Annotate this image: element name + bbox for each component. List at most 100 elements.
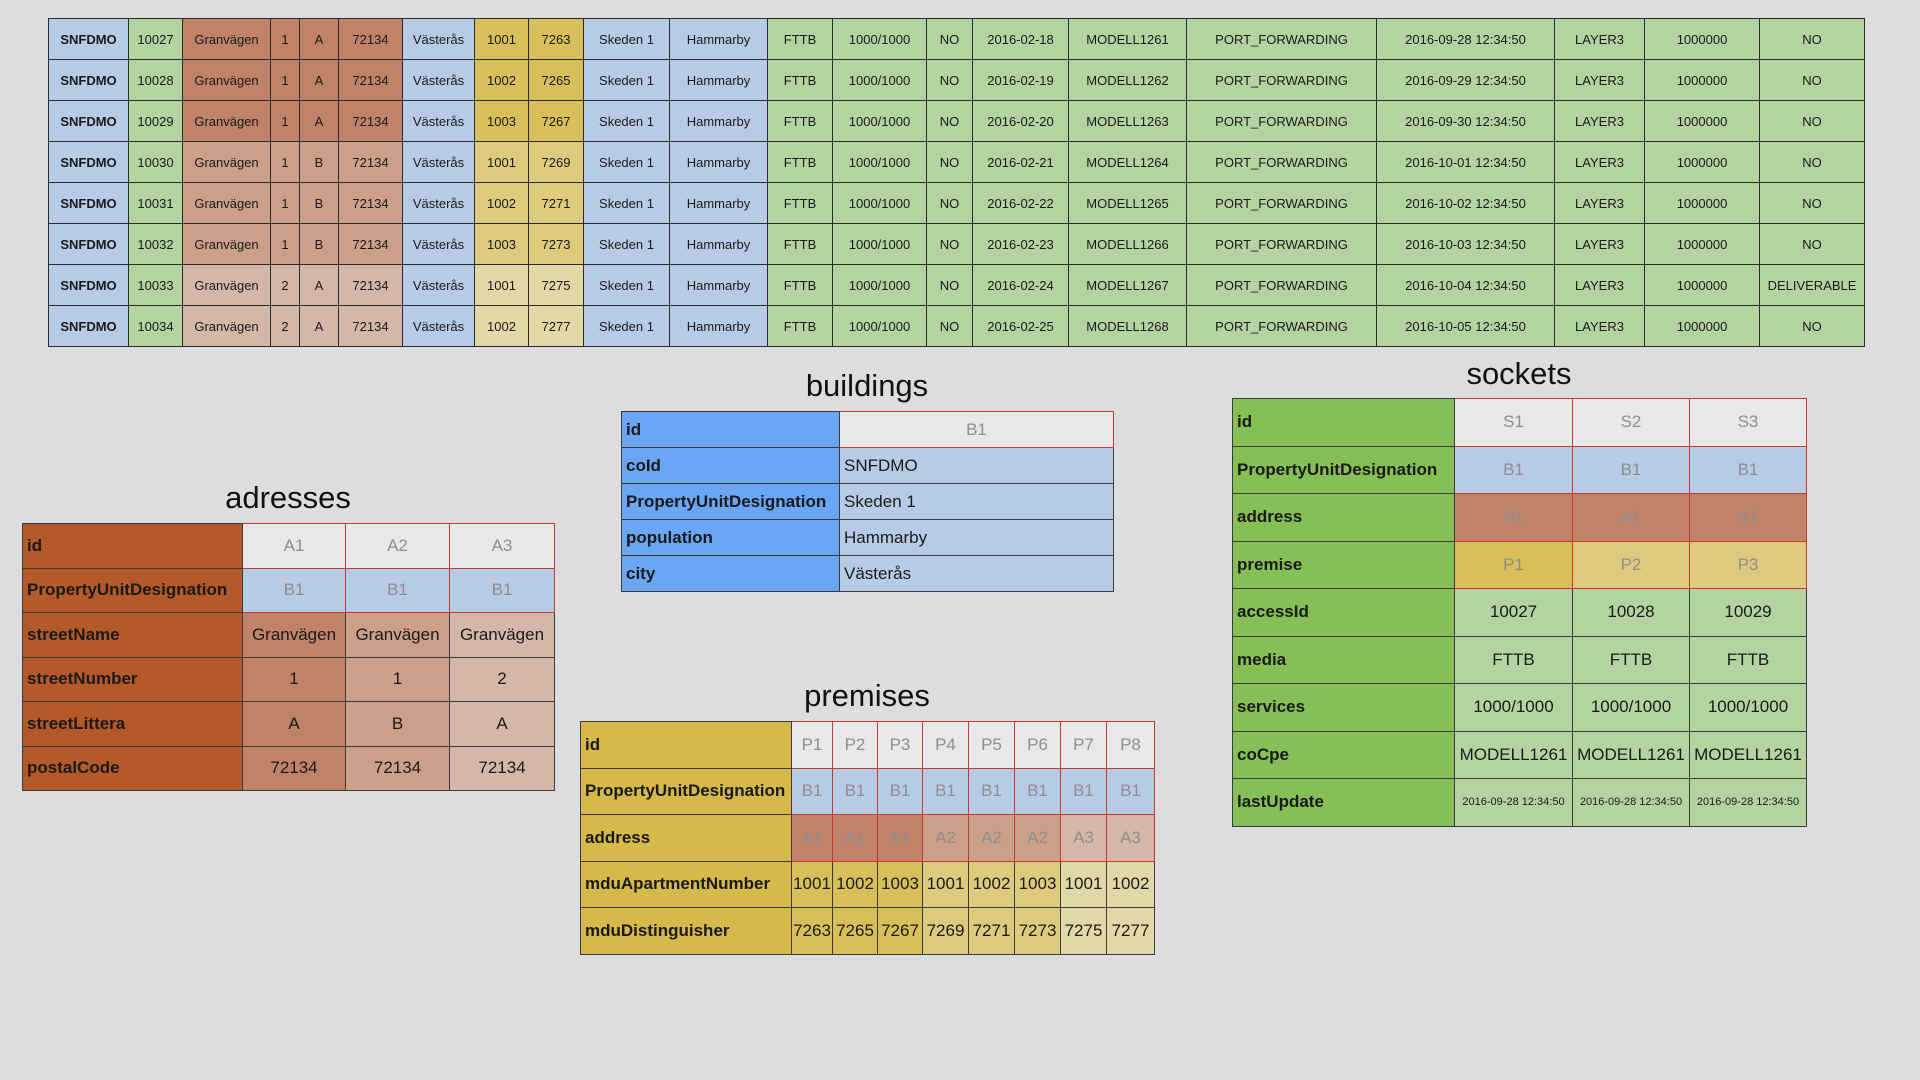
flat-table-cell: Skeden 1 xyxy=(583,182,670,224)
flat-table-cell: Skeden 1 xyxy=(583,305,670,347)
flat-table-cell: LAYER3 xyxy=(1554,182,1645,224)
flat-table-cell: 2016-10-03 12:34:50 xyxy=(1376,223,1555,265)
buildings-field-label: id xyxy=(621,411,840,448)
flat-table-cell: NO xyxy=(1759,141,1865,183)
flat-table-cell: NO xyxy=(926,59,973,101)
flat-table-cell: PORT_FORWARDING xyxy=(1186,305,1377,347)
flat-table-cell: MODELL1264 xyxy=(1068,141,1187,183)
sockets-field-label: PropertyUnitDesignation xyxy=(1232,445,1455,494)
sockets-value-cell: 1000/1000 xyxy=(1454,683,1573,732)
premises-value-cell: B1 xyxy=(1014,767,1061,815)
flat-table-cell: MODELL1267 xyxy=(1068,264,1187,306)
flat-table-cell: Granvägen xyxy=(182,59,271,101)
buildings-value-cell: B1 xyxy=(839,411,1114,448)
adresses-value-cell: Granvägen xyxy=(242,612,346,658)
flat-table-cell: FTTB xyxy=(767,18,833,60)
flat-table-cell: 72134 xyxy=(338,100,403,142)
flat-table-cell: 1002 xyxy=(474,182,529,224)
flat-table-cell: Granvägen xyxy=(182,264,271,306)
sockets-field-label: accessId xyxy=(1232,588,1455,637)
adresses-value-cell: 2 xyxy=(449,656,555,702)
flat-table-cell: 72134 xyxy=(338,264,403,306)
premises-value-cell: A2 xyxy=(968,814,1015,862)
premises-value-cell: 7275 xyxy=(1060,907,1107,955)
flat-table-cell: NO xyxy=(1759,18,1865,60)
flat-table-cell: 1000/1000 xyxy=(832,141,927,183)
adresses-value-cell: B1 xyxy=(242,567,346,613)
adresses-row: postalCode 72134 72134 72134 xyxy=(22,745,555,791)
flat-table-cell: 1000/1000 xyxy=(832,223,927,265)
sockets-row: lastUpdate 2016-09-28 12:34:50 2016-09-28 … xyxy=(1232,778,1807,827)
flat-table-cell: FTTB xyxy=(767,100,833,142)
premises-row: mduApartmentNumber 1001 1002 1003 1001 1002 10… xyxy=(580,860,1155,908)
sockets-value-cell: MODELL1261 xyxy=(1454,730,1573,779)
flat-table-cell: NO xyxy=(1759,305,1865,347)
premises-row: address A1 A1 A1 A2 A2 A2 A3 A3 xyxy=(580,814,1155,862)
buildings-value-cell: Hammarby xyxy=(839,519,1114,556)
adresses-value-cell: A xyxy=(242,701,346,747)
flat-table-cell: Hammarby xyxy=(669,141,768,183)
flat-table-cell: LAYER3 xyxy=(1554,141,1645,183)
flat-table-row: SNFDMO 10032 Granvägen 1 B 72134 Västerås 1003 7… xyxy=(48,223,1865,265)
flat-table-cell: 1002 xyxy=(474,59,529,101)
sockets-value-cell: MODELL1261 xyxy=(1689,730,1807,779)
flat-table-cell: SNFDMO xyxy=(48,100,129,142)
flat-table-cell: Skeden 1 xyxy=(583,59,670,101)
premises-value-cell: P5 xyxy=(968,721,1015,769)
sockets-value-cell: B1 xyxy=(1689,445,1807,494)
adresses-value-cell: A2 xyxy=(345,523,450,569)
premises-value-cell: 7271 xyxy=(968,907,1015,955)
flat-table-row: SNFDMO 10033 Granvägen 2 A 72134 Västerås 1001 7… xyxy=(48,264,1865,306)
flat-table-cell: NO xyxy=(926,305,973,347)
adresses-value-cell: Granvägen xyxy=(345,612,450,658)
flat-table-cell: SNFDMO xyxy=(48,182,129,224)
premises-value-cell: P1 xyxy=(791,721,833,769)
buildings-row: population Hammarby xyxy=(621,519,1114,556)
flat-table-cell: 7271 xyxy=(528,182,584,224)
buildings-field-label: coId xyxy=(621,447,840,484)
buildings-table: id B1 coId SNFDMO PropertyUnitDesignation Ske… xyxy=(621,411,1114,592)
sockets-value-cell: B1 xyxy=(1572,445,1690,494)
flat-table-cell: SNFDMO xyxy=(48,59,129,101)
premises-value-cell: A1 xyxy=(877,814,923,862)
sockets-row: PropertyUnitDesignation B1 B1 B1 xyxy=(1232,445,1807,494)
sockets-value-cell: B1 xyxy=(1454,445,1573,494)
flat-table-cell: LAYER3 xyxy=(1554,18,1645,60)
sockets-field-label: premise xyxy=(1232,540,1455,589)
premises-table: id P1 P2 P3 P4 P5 P6 P7 P8 PropertyUnitDesignatio… xyxy=(580,721,1155,955)
flat-table-cell: FTTB xyxy=(767,182,833,224)
flat-data-table: SNFDMO 10027 Granvägen 1 A 72134 Västerås 1001 7… xyxy=(48,18,1865,347)
flat-table-cell: LAYER3 xyxy=(1554,59,1645,101)
flat-table-cell: 1000/1000 xyxy=(832,182,927,224)
flat-table-cell: Granvägen xyxy=(182,18,271,60)
premises-value-cell: B1 xyxy=(877,767,923,815)
sockets-value-cell: P3 xyxy=(1689,540,1807,589)
flat-table-cell: Västerås xyxy=(402,264,475,306)
flat-table-cell: NO xyxy=(1759,100,1865,142)
adresses-field-label: streetLittera xyxy=(22,701,243,747)
adresses-field-label: streetNumber xyxy=(22,656,243,702)
flat-table-cell: 2016-02-20 xyxy=(972,100,1069,142)
flat-table-cell: 1001 xyxy=(474,18,529,60)
flat-table-cell: A xyxy=(299,59,339,101)
flat-table-cell: SNFDMO xyxy=(48,264,129,306)
flat-table-cell: 1 xyxy=(270,141,300,183)
buildings-field-label: city xyxy=(621,555,840,592)
flat-table-cell: 2 xyxy=(270,264,300,306)
adresses-value-cell: 1 xyxy=(345,656,450,702)
sockets-row: services 1000/1000 1000/1000 1000/1000 xyxy=(1232,683,1807,732)
flat-table-cell: 1000000 xyxy=(1644,182,1760,224)
sockets-field-label: coCpe xyxy=(1232,730,1455,779)
flat-table-cell: NO xyxy=(926,18,973,60)
premises-field-label: id xyxy=(580,721,792,769)
flat-table-cell: NO xyxy=(926,182,973,224)
premises-value-cell: 1003 xyxy=(1014,860,1061,908)
flat-table-cell: 1000/1000 xyxy=(832,18,927,60)
flat-table-cell: Granvägen xyxy=(182,305,271,347)
flat-table-cell: 72134 xyxy=(338,305,403,347)
premises-value-cell: 1001 xyxy=(791,860,833,908)
sockets-row: accessId 10027 10028 10029 xyxy=(1232,588,1807,637)
sockets-field-label: media xyxy=(1232,635,1455,684)
flat-table-cell: Skeden 1 xyxy=(583,141,670,183)
sockets-value-cell: S2 xyxy=(1572,398,1690,447)
